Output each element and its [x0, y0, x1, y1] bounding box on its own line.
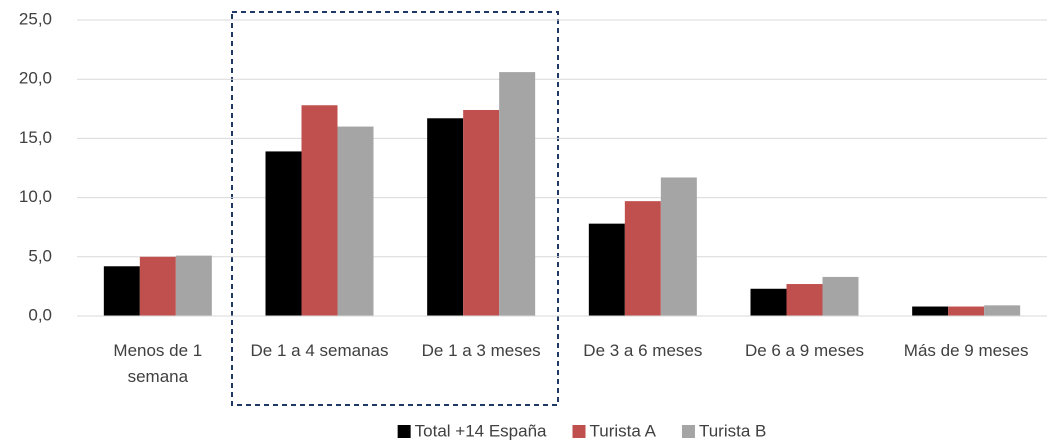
y-tick-label: 10,0 — [19, 187, 52, 206]
legend: Total +14 España Turista A Turista B — [397, 421, 766, 440]
y-tick-label: 25,0 — [19, 9, 52, 28]
legend-label: Turista A — [590, 421, 657, 440]
bar — [301, 105, 338, 316]
x-tick-label: De 1 a 3 meses — [422, 341, 541, 360]
bar — [463, 109, 500, 316]
bar — [786, 284, 823, 316]
y-tick-label: 20,0 — [19, 69, 52, 88]
legend-label: Total +14 España — [415, 421, 547, 440]
bar — [265, 151, 302, 316]
x-tick-label: Más de 9 meses — [904, 341, 1029, 360]
highlight-box — [231, 11, 559, 406]
legend-item: Turista A — [572, 421, 657, 440]
bar — [337, 126, 374, 316]
x-tick-label: De 3 a 6 meses — [583, 341, 702, 360]
bar — [499, 72, 536, 316]
bar — [660, 177, 697, 316]
legend-swatch — [681, 425, 695, 438]
bar — [427, 118, 464, 316]
bar — [103, 266, 140, 316]
bar — [912, 306, 949, 316]
legend-swatch — [572, 425, 586, 438]
legend-label: Turista B — [699, 421, 766, 440]
y-tick-label: 15,0 — [19, 128, 52, 147]
bar — [750, 288, 787, 316]
bar — [139, 256, 176, 316]
x-tick-label: Menos de 1 semana — [113, 341, 202, 386]
legend-swatch — [397, 425, 411, 438]
y-tick-label: 0,0 — [28, 305, 52, 324]
legend-item: Total +14 España — [397, 421, 547, 440]
x-tick-label: De 1 a 4 semanas — [251, 341, 389, 360]
bar — [822, 276, 859, 316]
y-tick-label: 5,0 — [28, 246, 52, 265]
bar — [624, 201, 661, 316]
bar — [175, 255, 212, 316]
bar — [984, 305, 1021, 316]
legend-item: Turista B — [681, 421, 766, 440]
bar — [948, 306, 985, 316]
bar — [588, 223, 625, 316]
x-tick-label: De 6 a 9 meses — [745, 341, 864, 360]
